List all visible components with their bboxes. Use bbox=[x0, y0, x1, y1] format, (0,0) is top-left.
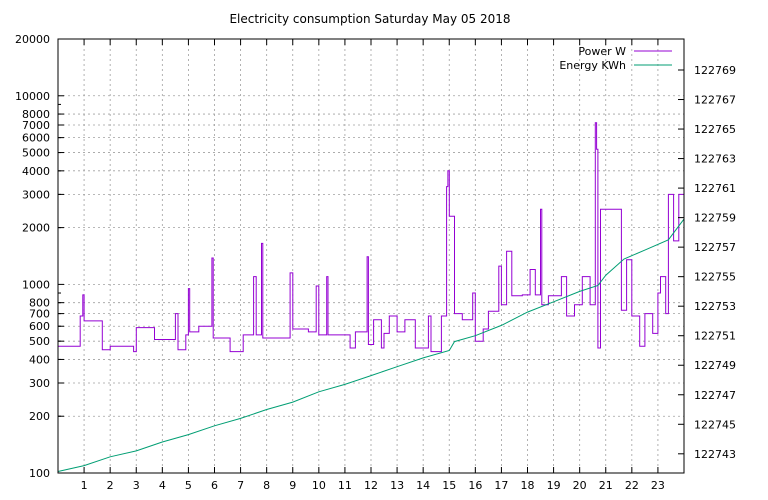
x-tick-label: 15 bbox=[442, 479, 456, 492]
x-tick-label: 9 bbox=[289, 479, 296, 492]
x-tick-label: 10 bbox=[312, 479, 326, 492]
legend-label: Power W bbox=[578, 45, 626, 58]
x-tick-label: 20 bbox=[573, 479, 587, 492]
y-left-tick-label: 700 bbox=[29, 308, 50, 321]
x-tick-label: 21 bbox=[599, 479, 613, 492]
x-tick-label: 11 bbox=[338, 479, 352, 492]
x-tick-label: 16 bbox=[468, 479, 482, 492]
x-tick-label: 14 bbox=[416, 479, 430, 492]
x-tick-label: 22 bbox=[625, 479, 639, 492]
y-left-tick-label: 10000 bbox=[15, 90, 50, 103]
series-line-energy bbox=[57, 218, 685, 472]
y-right-tick-label: 122759 bbox=[694, 212, 736, 225]
chart-title: Electricity consumption Saturday May 05 … bbox=[229, 12, 510, 26]
y-right-tick-label: 122751 bbox=[694, 330, 736, 343]
y-right-tick-label: 122767 bbox=[694, 94, 736, 107]
y-right-tick-label: 122769 bbox=[694, 64, 736, 77]
y-left-tick-label: 2000 bbox=[22, 222, 50, 235]
x-tick-label: 7 bbox=[237, 479, 244, 492]
y-right-tick-label: 122753 bbox=[694, 300, 736, 313]
y-right-tick-label: 122763 bbox=[694, 153, 736, 166]
x-tick-label: 6 bbox=[211, 479, 218, 492]
y-right-tick-label: 122749 bbox=[694, 359, 736, 372]
y-right-tick-label: 122743 bbox=[694, 448, 736, 461]
x-tick-label: 13 bbox=[390, 479, 404, 492]
y-left-tick-label: 6000 bbox=[22, 132, 50, 145]
y-right-tick-label: 122765 bbox=[694, 123, 736, 136]
y-left-tick-label: 7000 bbox=[22, 119, 50, 132]
y-left-tick-label: 1000 bbox=[22, 278, 50, 291]
y-left-tick-label: 100 bbox=[29, 467, 50, 480]
x-tick-label: 18 bbox=[521, 479, 535, 492]
y-left-tick-label: 5000 bbox=[22, 147, 50, 160]
y-right-tick-label: 122755 bbox=[694, 271, 736, 284]
y-right-tick-label: 122757 bbox=[694, 241, 736, 254]
ticks: 1 2 3 4 5 6 7 8 9 10 11 12 13 14 15 16 17 18 19 20 21 22 23100… bbox=[15, 33, 736, 492]
y-left-tick-label: 200 bbox=[29, 410, 50, 423]
y-right-tick-label: 122745 bbox=[694, 418, 736, 431]
series-line-power bbox=[58, 122, 684, 353]
x-tick-label: 23 bbox=[651, 479, 665, 492]
legend-label: Energy KWh bbox=[559, 59, 626, 72]
y-left-tick-label: 800 bbox=[29, 297, 50, 310]
series-layer bbox=[57, 122, 685, 472]
y-left-tick-label: 400 bbox=[29, 353, 50, 366]
y-left-tick-label: 8000 bbox=[22, 108, 50, 121]
y-right-tick-label: 122747 bbox=[694, 389, 736, 402]
y-left-tick-label: 300 bbox=[29, 377, 50, 390]
grid bbox=[58, 38, 684, 474]
x-tick-label: 5 bbox=[185, 479, 192, 492]
x-tick-label: 2 bbox=[107, 479, 114, 492]
y-left-tick-label: 3000 bbox=[22, 188, 50, 201]
y-right-tick-label: 122761 bbox=[694, 182, 736, 195]
y-left-tick-label: 4000 bbox=[22, 165, 50, 178]
x-tick-label: 8 bbox=[263, 479, 270, 492]
x-tick-label: 3 bbox=[133, 479, 140, 492]
x-tick-label: 1 bbox=[81, 479, 88, 492]
x-tick-label: 4 bbox=[159, 479, 166, 492]
x-tick-label: 12 bbox=[364, 479, 378, 492]
y-left-tick-label: 600 bbox=[29, 320, 50, 333]
x-tick-label: 17 bbox=[494, 479, 508, 492]
y-left-tick-label: 500 bbox=[29, 335, 50, 348]
y-left-tick-label: 20000 bbox=[15, 33, 50, 46]
x-tick-label: 19 bbox=[547, 479, 561, 492]
